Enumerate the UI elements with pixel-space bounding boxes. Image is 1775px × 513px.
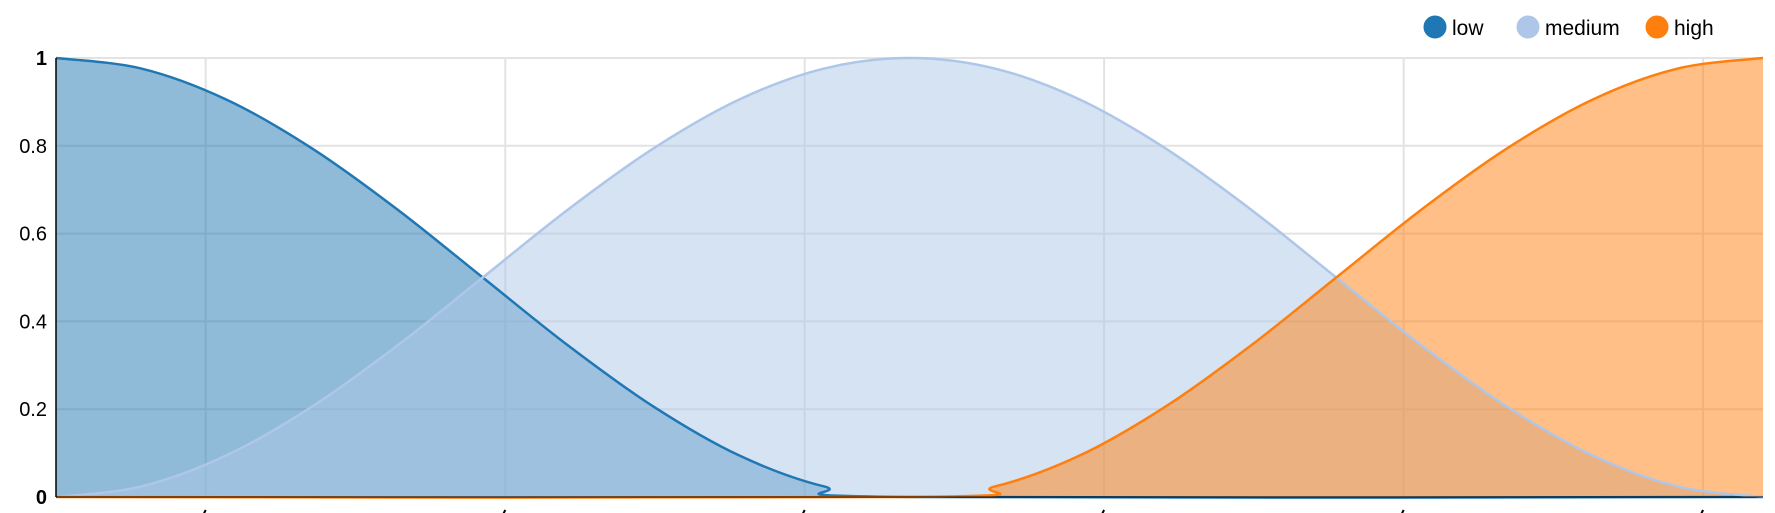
line-low xyxy=(55,56,1764,500)
legend-label-low: low xyxy=(1452,17,1484,40)
legend-swatch-low xyxy=(1423,15,1447,39)
x-tick-mark xyxy=(1700,509,1704,513)
axes: 0 0.2 0.4 0.6 0.8 1 xyxy=(19,48,1763,513)
legend-item-high[interactable]: high xyxy=(1645,15,1714,40)
y-tick-label: 0.2 xyxy=(19,399,47,421)
legend-label-high: high xyxy=(1674,17,1714,40)
y-tick-label: 0.6 xyxy=(19,224,47,246)
x-tick-mark xyxy=(1401,509,1405,513)
legend-label-medium: medium xyxy=(1545,17,1620,40)
series-areas xyxy=(56,58,1763,498)
y-tick-label: 0.4 xyxy=(19,311,47,333)
series-lines xyxy=(55,56,1764,500)
x-tick-mark xyxy=(1101,509,1105,513)
y-tick-label: 1 xyxy=(36,48,47,70)
area-high xyxy=(56,58,1763,498)
legend-item-low[interactable]: low xyxy=(1423,15,1484,40)
legend-item-medium[interactable]: medium xyxy=(1516,15,1620,40)
line-medium xyxy=(55,56,1764,499)
x-tick-mark xyxy=(802,509,806,513)
legend-swatch-high xyxy=(1645,15,1669,39)
line-high xyxy=(55,56,1764,500)
x-tick-mark xyxy=(203,509,207,513)
x-tick-mark xyxy=(502,509,507,513)
legend-swatch-medium xyxy=(1516,15,1540,39)
y-tick-label: 0.8 xyxy=(19,136,47,158)
y-tick-label: 0 xyxy=(36,487,47,509)
legend[interactable]: low medium high xyxy=(1423,15,1714,40)
